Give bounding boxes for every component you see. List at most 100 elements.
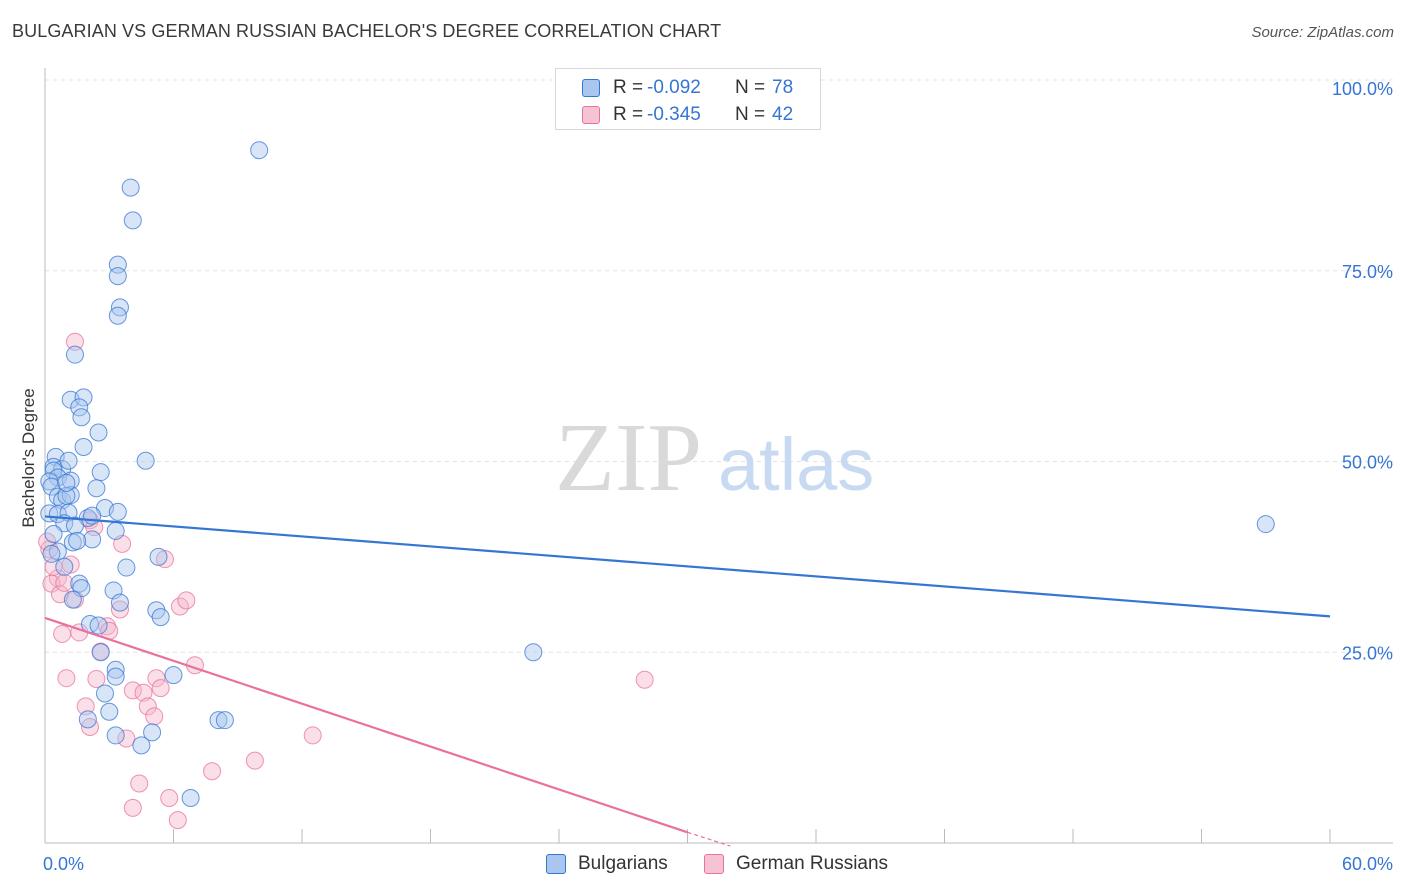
data-point (151, 679, 170, 698)
data-point (53, 624, 72, 643)
y-tick-label: 75.0% (1342, 262, 1393, 282)
data-point (168, 811, 187, 830)
data-point (70, 574, 89, 593)
data-point (245, 751, 264, 770)
data-point (215, 711, 234, 730)
y-tick-label: 100.0% (1332, 79, 1393, 99)
trend-line-bulgarians (44, 515, 1331, 618)
n-label: N = (735, 77, 766, 98)
data-point (143, 723, 162, 742)
data-point (250, 141, 269, 160)
data-point (57, 473, 76, 492)
data-point (89, 616, 108, 635)
n-value: 78 (772, 77, 794, 98)
data-point (55, 573, 74, 592)
series-german-russians (38, 332, 654, 830)
data-point (132, 736, 151, 755)
chart-title: BULGARIAN VS GERMAN RUSSIAN BACHELOR'S D… (12, 21, 722, 41)
watermark-zip: ZIP (555, 404, 702, 512)
data-point (151, 608, 170, 627)
y-axis-label: Bachelor's Degree (19, 388, 38, 527)
data-point (117, 558, 136, 577)
axes (44, 68, 1393, 844)
data-point (65, 332, 84, 351)
legend-row-bulgarians: R = -0.092 N = 78 (556, 74, 820, 100)
data-point (63, 590, 82, 609)
data-point (130, 774, 149, 793)
data-point (203, 762, 222, 781)
data-point (121, 178, 140, 197)
correlation-legend: R = -0.092 N = 78 R = -0.345 N = 42 (555, 68, 821, 130)
data-point (164, 666, 183, 685)
legend-row-german-russians: R = -0.345 N = 42 (556, 101, 820, 127)
tick-labels: 25.0% 50.0% 75.0% 100.0% 0.0% 60.0% (43, 79, 1393, 874)
r-value: -0.345 (647, 104, 701, 125)
data-point (74, 388, 93, 407)
data-point (106, 521, 125, 540)
legend-swatch-pink (582, 106, 600, 124)
r-label: R = (613, 104, 644, 125)
data-point (108, 502, 127, 521)
data-point (74, 438, 93, 457)
trend-line-german-russians-extension (687, 831, 731, 847)
data-point (117, 729, 136, 748)
data-point (87, 479, 106, 498)
data-point (106, 667, 125, 686)
data-point (303, 726, 322, 745)
x-tick-label: 60.0% (1342, 854, 1393, 874)
data-point (106, 660, 125, 679)
data-point (635, 670, 654, 689)
data-point (110, 593, 129, 612)
data-point (78, 710, 97, 729)
data-point (91, 643, 110, 662)
data-point (106, 726, 125, 745)
data-point (95, 684, 114, 703)
chart-source: Source: ZipAtlas.com (1251, 24, 1394, 41)
data-point (42, 477, 61, 496)
trend-lines (44, 515, 1331, 847)
data-point (65, 345, 84, 364)
data-point (108, 267, 127, 286)
n-label: N = (735, 104, 766, 125)
data-point (59, 451, 78, 470)
legend-swatch-blue (582, 79, 600, 97)
data-point (80, 718, 99, 737)
data-point (57, 669, 76, 688)
data-point (136, 451, 155, 470)
y-tick-label: 50.0% (1342, 453, 1393, 473)
watermark: ZIP atlas (555, 404, 874, 512)
watermark-atlas: atlas (718, 423, 874, 506)
n-value: 42 (772, 104, 794, 125)
data-point (1256, 515, 1275, 534)
data-point (147, 669, 166, 688)
data-point (100, 702, 119, 721)
data-point (123, 681, 142, 700)
data-point (134, 683, 153, 702)
x-tick-label: 0.0% (43, 854, 84, 874)
data-point (87, 669, 106, 688)
data-point (55, 557, 74, 576)
data-point (138, 697, 157, 716)
legend-swatch-blue (546, 854, 566, 874)
data-point (110, 600, 129, 619)
gridlines (45, 79, 1393, 653)
data-point (209, 711, 228, 730)
data-point (123, 798, 142, 817)
y-tick-label: 25.0% (1342, 643, 1393, 663)
data-point (524, 643, 543, 662)
data-point (177, 591, 196, 610)
data-point (123, 211, 142, 230)
data-point (145, 707, 164, 726)
data-point (68, 531, 87, 550)
data-point (91, 463, 110, 482)
legend-label: Bulgarians (578, 853, 668, 874)
data-point (181, 788, 200, 807)
data-point (89, 423, 108, 442)
data-point (160, 788, 179, 807)
data-point (72, 408, 91, 427)
data-point (44, 524, 63, 543)
trend-line-german-russians (44, 616, 688, 834)
r-value: -0.092 (647, 77, 701, 98)
data-point (42, 544, 61, 563)
